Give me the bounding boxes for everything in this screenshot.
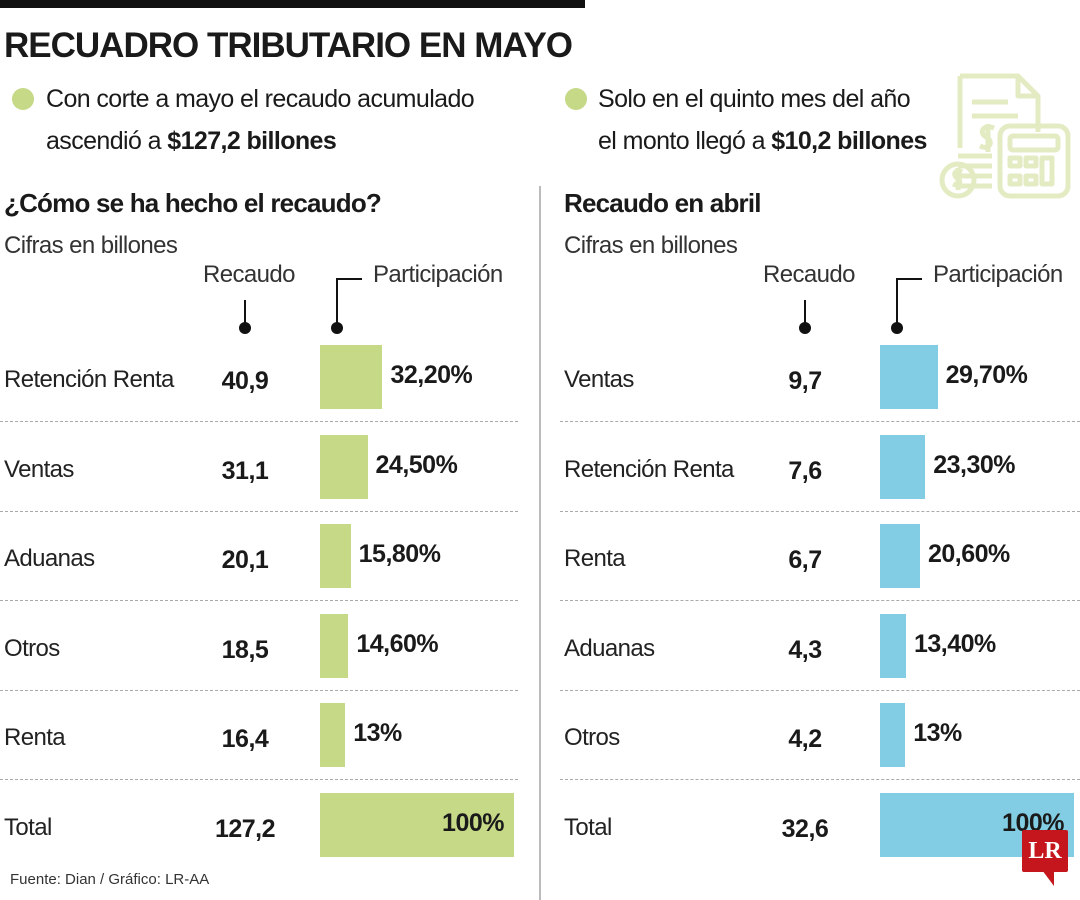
participacion-pointer-hline <box>336 278 362 280</box>
participacion-pointer-dot <box>891 322 903 334</box>
bullet-dot <box>12 88 34 110</box>
panel-divider <box>539 186 541 900</box>
participacion-bar <box>880 703 906 768</box>
recaudo-pointer-line <box>244 300 246 324</box>
recaudo-value: 31,1 <box>221 456 269 485</box>
participacion-bar <box>320 524 351 589</box>
column-header-participacion: Participación <box>373 261 503 288</box>
participacion-pointer-line <box>336 278 338 324</box>
row-separator <box>560 421 1080 422</box>
bullet-highlight: $127,2 billones <box>167 127 337 155</box>
category-label: Aduanas <box>4 545 95 573</box>
participacion-bar <box>880 524 920 589</box>
participacion-pointer-hline <box>896 278 922 280</box>
participacion-label: 100% <box>442 809 504 837</box>
participacion-label: 32,20% <box>390 361 473 389</box>
recaudo-value: 6,7 <box>788 546 822 575</box>
recaudo-pointer-dot <box>799 322 811 334</box>
recaudo-value: 127,2 <box>214 815 276 843</box>
participacion-bar <box>320 793 514 857</box>
row-separator <box>560 600 1080 602</box>
row-separator <box>0 510 518 512</box>
recaudo-value: 9,7 <box>788 367 822 395</box>
participacion-bar <box>320 613 349 678</box>
lr-logo-tail <box>1042 870 1054 886</box>
recaudo-pointer-line <box>804 300 806 324</box>
category-label: Total <box>564 814 612 841</box>
row-separator <box>560 779 1080 781</box>
recaudo-value: 16,4 <box>221 725 269 754</box>
bullet-prefix: ascendió a <box>46 127 168 155</box>
participacion-bar <box>320 345 383 409</box>
bullet-dot <box>565 88 587 110</box>
bullet-line: el monto llegó a $10,2 billones <box>598 120 927 162</box>
participacion-label: 24,50% <box>375 450 458 479</box>
participacion-label: 14,60% <box>356 629 439 658</box>
participacion-label: 15,80% <box>358 540 441 569</box>
participacion-label: 23,30% <box>933 450 1015 479</box>
row-separator <box>560 510 1080 512</box>
category-label: Ventas <box>4 455 74 483</box>
category-label: Retención Renta <box>4 366 174 393</box>
recaudo-value: 40,9 <box>221 367 269 395</box>
recaudo-value: 18,5 <box>221 635 269 664</box>
page-title: RECUADRO TRIBUTARIO EN MAYO <box>4 26 573 65</box>
chart-subtitle: Cifras en billones <box>4 232 178 259</box>
participacion-bar <box>320 703 346 768</box>
recaudo-pointer-dot <box>239 322 251 334</box>
participacion-label: 29,70% <box>945 361 1028 389</box>
recaudo-value: 4,2 <box>788 725 822 754</box>
source-note: Fuente: Dian / Gráfico: LR-AA <box>10 871 210 888</box>
chart-title: ¿Cómo se ha hecho el recaudo? <box>4 188 382 218</box>
chart-subtitle: Cifras en billones <box>564 232 738 259</box>
bullet-line: Con corte a mayo el recaudo acumulado <box>46 85 475 113</box>
participacion-bar <box>880 434 926 499</box>
participacion-label: 13% <box>913 719 962 748</box>
participacion-bar <box>880 345 938 409</box>
participacion-bar <box>320 434 368 499</box>
participacion-pointer-dot <box>331 322 343 334</box>
category-label: Aduanas <box>564 634 655 662</box>
row-separator <box>0 600 518 602</box>
column-header-recaudo: Recaudo <box>763 261 855 288</box>
recaudo-value: 20,1 <box>221 546 269 575</box>
chart-title: Recaudo en abril <box>564 188 762 218</box>
column-header-participacion: Participación <box>933 261 1063 288</box>
category-label: Renta <box>564 545 626 573</box>
category-label: Renta <box>4 724 66 752</box>
bullet-line: Solo en el quinto mes del año <box>598 85 911 113</box>
bullet-text-1: Con corte a mayo el recaudo acumulado as… <box>46 78 475 162</box>
recaudo-value: 4,3 <box>788 635 822 664</box>
row-separator <box>560 689 1080 691</box>
top-rule <box>0 0 585 8</box>
bullet-text-2: Solo en el quinto mes del año el monto l… <box>598 78 927 162</box>
category-label: Total <box>4 814 52 841</box>
tax-document-calculator-coins-icon <box>939 73 1071 199</box>
lr-logo: LR <box>1022 830 1068 872</box>
recaudo-value: 32,6 <box>781 815 829 843</box>
category-label: Otros <box>4 634 60 662</box>
category-label: Retención Renta <box>564 455 734 483</box>
participacion-pointer-line <box>896 278 898 324</box>
participacion-label: 13% <box>353 719 402 748</box>
category-label: Ventas <box>564 366 634 393</box>
bullet-prefix: el monto llegó a <box>598 127 772 155</box>
participacion-label: 13,40% <box>913 629 996 658</box>
row-separator <box>0 421 518 422</box>
recaudo-value: 7,6 <box>788 456 822 485</box>
row-separator <box>0 779 518 781</box>
participacion-label: 20,60% <box>927 540 1010 569</box>
bullet-highlight: $10,2 billones <box>771 127 927 155</box>
row-separator <box>0 689 518 691</box>
column-header-recaudo: Recaudo <box>203 261 295 288</box>
participacion-bar <box>880 613 906 678</box>
bullet-line: ascendió a $127,2 billones <box>46 120 474 162</box>
category-label: Otros <box>564 724 620 752</box>
